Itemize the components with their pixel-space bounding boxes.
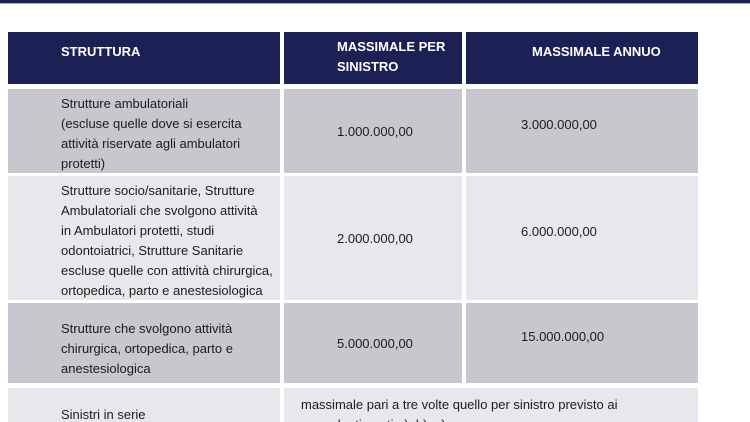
struttura-cell: Strutture che svolgono attività chirurgi… <box>8 303 280 383</box>
table-row-strutture-chirurgiche: Strutture che svolgono attività chirurgi… <box>8 303 698 383</box>
struttura-text: Strutture che svolgono attività chirurgi… <box>61 321 233 376</box>
massimale-annuo-cell: 6.000.000,00 <box>466 176 698 300</box>
struttura-text: Strutture socio/sanitarie, Strutture Amb… <box>61 183 273 298</box>
struttura-text: Sinistri in serie <box>61 407 146 422</box>
header-label-massimale-per-sinistro: MASSIMALE PER SINISTRO <box>337 38 446 74</box>
massimale-annuo-cell: 3.000.000,00 <box>466 89 698 173</box>
struttura-cell: Strutture socio/sanitarie, Strutture Amb… <box>8 176 280 300</box>
struttura-cell: Sinistri in serie <box>8 388 280 422</box>
massimale-per-sinistro-cell: 1.000.000,00 <box>284 89 462 173</box>
massimale-per-sinistro-cell: 5.000.000,00 <box>284 303 462 383</box>
top-border-bar <box>0 0 750 4</box>
massimale-annuo-cell: 15.000.000,00 <box>466 303 698 383</box>
header-cell-massimale-per-sinistro: MASSIMALE PER SINISTRO <box>284 32 462 84</box>
header-label-massimale-annuo: MASSIMALE ANNUO <box>532 44 661 59</box>
massimali-table: STRUTTURA MASSIMALE PER SINISTRO MASSIMA… <box>8 32 698 422</box>
table-row-strutture-ambulatoriali: Strutture ambulatoriali (escluse quelle … <box>8 89 698 173</box>
nota-massimale-text: massimale pari a tre volte quello per si… <box>301 397 618 422</box>
header-cell-massimale-annuo: MASSIMALE ANNUO <box>466 32 698 84</box>
header-cell-struttura: STRUTTURA <box>8 32 280 84</box>
table-row-strutture-socio-sanitarie: Strutture socio/sanitarie, Strutture Amb… <box>8 176 698 300</box>
massimale-annuo-value: 15.000.000,00 <box>521 328 605 344</box>
header-label-struttura: STRUTTURA <box>61 44 141 59</box>
massimale-per-sinistro-cell: 2.000.000,00 <box>284 176 462 300</box>
massimale-annuo-value: 3.000.000,00 <box>521 116 597 132</box>
nota-massimale-cell: massimale pari a tre volte quello per si… <box>284 388 698 422</box>
massimale-per-sinistro-value: 5.000.000,00 <box>337 335 413 351</box>
table-header-row: STRUTTURA MASSIMALE PER SINISTRO MASSIMA… <box>8 32 698 84</box>
struttura-text: Strutture ambulatoriali (escluse quelle … <box>61 96 242 171</box>
massimale-per-sinistro-value: 1.000.000,00 <box>337 123 413 139</box>
massimale-annuo-value: 6.000.000,00 <box>521 223 597 239</box>
struttura-cell: Strutture ambulatoriali (escluse quelle … <box>8 89 280 173</box>
table-row-sinistri-in-serie: Sinistri in serie massimale pari a tre v… <box>8 388 698 422</box>
massimale-per-sinistro-value: 2.000.000,00 <box>337 230 413 246</box>
